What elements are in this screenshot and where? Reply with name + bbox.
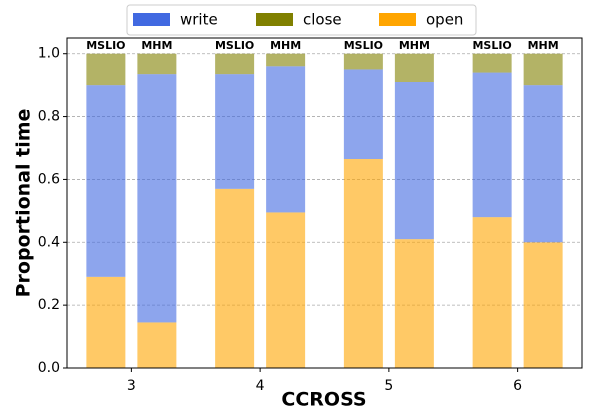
bar-segment	[523, 85, 563, 243]
x-axis-label: CCROSS	[281, 389, 366, 410]
y-tick-label: 0.0	[38, 360, 60, 376]
bar-segment	[394, 53, 434, 82]
group-label: MHM	[399, 39, 430, 52]
bar-segment	[137, 74, 177, 323]
legend-label: open	[426, 11, 463, 29]
bar-segment	[86, 53, 126, 86]
y-tick-label: 0.8	[38, 109, 60, 125]
legend-swatch	[133, 13, 170, 26]
y-tick-label: 1.0	[38, 46, 60, 62]
group-label: MHM	[528, 39, 559, 52]
y-tick-label: 0.6	[38, 171, 60, 187]
bar-segment	[343, 53, 383, 70]
bar-segment	[472, 53, 512, 73]
bar-segment	[215, 188, 255, 368]
bar-segment	[86, 85, 126, 277]
bar-segment	[86, 276, 126, 368]
legend-label: write	[180, 11, 218, 29]
bar-segment	[215, 74, 255, 189]
bar-segment	[266, 212, 306, 368]
legend-swatch	[256, 13, 293, 26]
group-label: MSLIO	[215, 39, 254, 52]
bar-segment	[394, 239, 434, 368]
group-label: MHM	[141, 39, 172, 52]
bar-segment	[472, 72, 512, 218]
bar-segment	[137, 322, 177, 368]
legend-label: close	[303, 11, 342, 29]
bar-segment	[137, 53, 177, 75]
bar-segment	[523, 242, 563, 368]
y-axis-label: Proportional time	[13, 109, 35, 298]
x-tick-label: 6	[513, 378, 522, 394]
x-tick-label: 4	[256, 378, 265, 394]
bar-segment	[215, 53, 255, 75]
bar-segment	[394, 82, 434, 240]
bar-segment	[472, 217, 512, 368]
bar-segment	[343, 159, 383, 368]
bar-segment	[343, 69, 383, 159]
bar-segment	[266, 66, 306, 213]
plot-frame	[66, 37, 583, 369]
y-tick-label: 0.4	[38, 234, 60, 250]
legend-box	[126, 4, 477, 36]
x-tick-label: 3	[127, 378, 136, 394]
legend-swatch	[379, 13, 416, 26]
bar-segment	[266, 53, 306, 67]
bar-segment	[523, 53, 563, 86]
x-tick-label: 5	[384, 378, 393, 394]
group-label: MSLIO	[344, 39, 383, 52]
group-label: MSLIO	[86, 39, 125, 52]
group-label: MSLIO	[472, 39, 511, 52]
group-label: MHM	[270, 39, 301, 52]
y-tick-label: 0.2	[38, 297, 60, 313]
